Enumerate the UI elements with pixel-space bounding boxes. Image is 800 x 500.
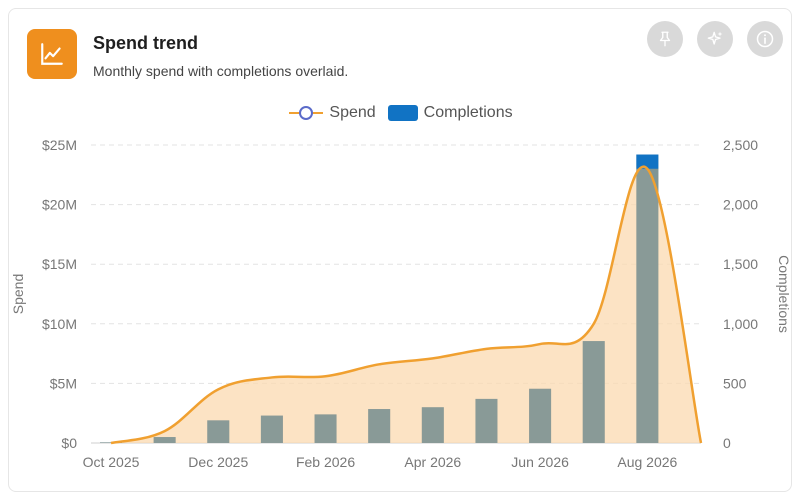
- info-icon: [756, 30, 774, 48]
- x-tick-label: Jun 2026: [511, 454, 569, 470]
- completions-bar-overlay: [260, 415, 283, 443]
- completions-bar-top: [636, 154, 659, 169]
- chart-subtitle: Monthly spend with completions overlaid.: [93, 63, 349, 79]
- chart-title: Spend trend: [93, 33, 199, 53]
- sparkle-button[interactable]: [697, 21, 733, 57]
- y-right-axis-title: Completions: [776, 255, 792, 333]
- chart-plot: $0 0 $5M 500 $10M 1,000 $15M 1,500 $20M 2,000 $25M…: [10, 137, 792, 470]
- y-left-tick-label: $15M: [42, 256, 77, 272]
- spend-trend-card: Spend trend Monthly spend with completio…: [8, 8, 792, 492]
- y-right-tick-label: 2,000: [723, 197, 758, 213]
- y-left-tick-label: $0: [61, 435, 77, 451]
- y-right-tick-label: 1,000: [723, 316, 758, 332]
- spend-line: [110, 165, 703, 445]
- completions-bar-overlay: [153, 437, 176, 443]
- line-chart-icon: [41, 43, 63, 65]
- legend-item-spend[interactable]: Spend: [289, 104, 376, 122]
- info-button[interactable]: [747, 21, 783, 57]
- completions-bar-overlay: [475, 398, 498, 443]
- y-left-tick-label: $25M: [42, 137, 77, 153]
- x-tick-label: Dec 2025: [188, 454, 248, 470]
- legend-label-completions: Completions: [423, 104, 513, 121]
- legend-label-spend: Spend: [329, 104, 376, 121]
- spend-area: [111, 166, 701, 443]
- completions-bar-overlay: [314, 414, 337, 443]
- completions-bar-overlay: [207, 420, 230, 443]
- y-left-tick-label: $10M: [42, 316, 77, 332]
- completions-bar-overlay: [582, 341, 605, 443]
- completions-bar-overlay: [636, 168, 659, 443]
- y-right-tick-label: 500: [723, 375, 747, 391]
- x-tick-label: Feb 2026: [296, 454, 355, 470]
- x-tick-label: Aug 2026: [617, 454, 677, 470]
- sparkle-icon: [707, 31, 723, 45]
- x-tick-label: Oct 2025: [83, 454, 140, 470]
- x-tick-label: Apr 2026: [404, 454, 461, 470]
- legend-marker-spend: [289, 106, 324, 120]
- pin-button[interactable]: [647, 21, 683, 57]
- legend-item-completions[interactable]: Completions: [387, 104, 513, 122]
- completions-bar-overlay: [421, 407, 444, 443]
- y-right-tick-label: 2,500: [723, 137, 758, 153]
- y-left-tick-label: $5M: [50, 375, 77, 391]
- y-right-tick-label: 0: [723, 435, 731, 451]
- pin-icon: [659, 31, 671, 47]
- chart-legend: Spend Completions: [9, 104, 793, 122]
- completions-bar-overlay: [529, 388, 552, 443]
- legend-marker-completions: [387, 105, 418, 121]
- y-right-tick-label: 1,500: [723, 256, 758, 272]
- app-icon: [27, 29, 77, 79]
- y-left-axis-title: Spend: [10, 274, 26, 314]
- completions-bar-overlay: [368, 409, 391, 443]
- y-left-tick-label: $20M: [42, 197, 77, 213]
